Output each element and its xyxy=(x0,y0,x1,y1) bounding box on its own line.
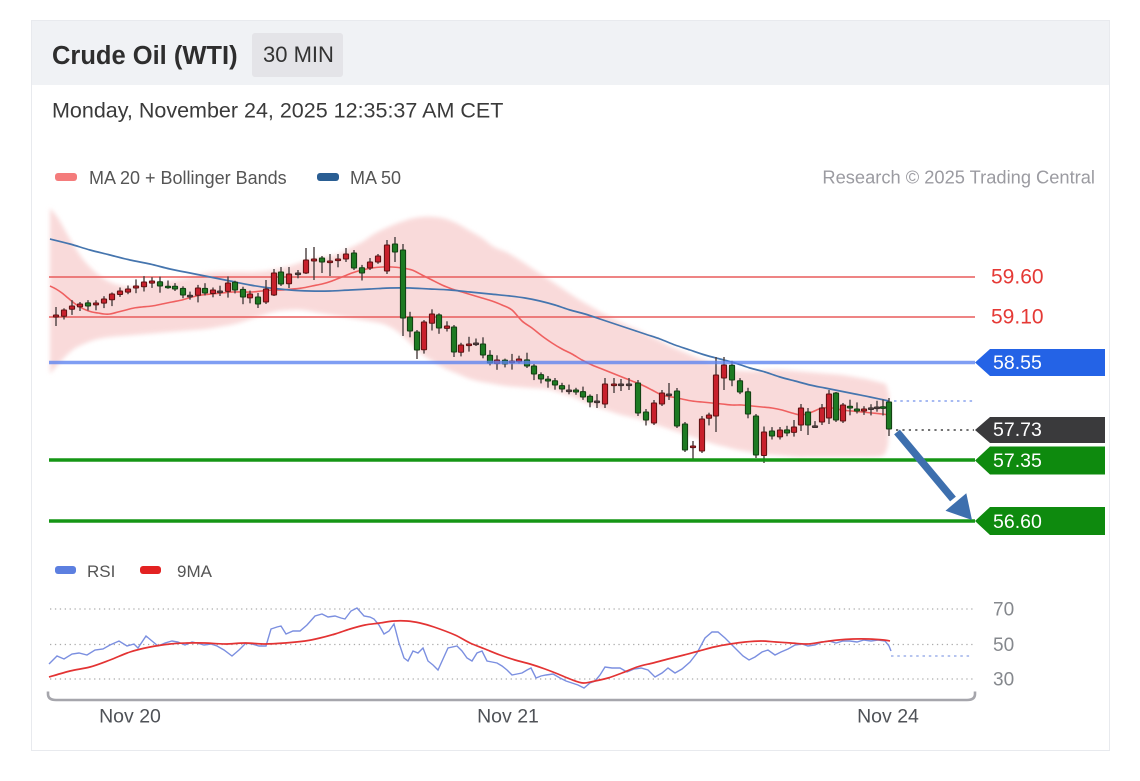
svg-text:56.60: 56.60 xyxy=(993,511,1042,533)
svg-text:30: 30 xyxy=(993,670,1014,691)
svg-text:Nov 20: Nov 20 xyxy=(99,706,161,728)
svg-text:Nov 21: Nov 21 xyxy=(477,706,539,728)
svg-text:59.10: 59.10 xyxy=(991,306,1044,329)
svg-text:59.60: 59.60 xyxy=(991,266,1044,289)
svg-text:Monday, November 24, 2025 12:3: Monday, November 24, 2025 12:35:37 AM CE… xyxy=(52,99,503,123)
svg-text:57.35: 57.35 xyxy=(993,450,1042,472)
svg-text:58.55: 58.55 xyxy=(993,352,1042,374)
svg-text:Crude Oil (WTI): Crude Oil (WTI) xyxy=(52,42,238,70)
svg-text:RSI: RSI xyxy=(87,562,115,581)
svg-text:70: 70 xyxy=(993,600,1014,621)
svg-text:50: 50 xyxy=(993,635,1014,656)
svg-text:MA 50: MA 50 xyxy=(350,168,401,188)
svg-text:57.73: 57.73 xyxy=(993,419,1042,441)
svg-text:Nov 24: Nov 24 xyxy=(857,706,919,728)
svg-text:Research © 2025 Trading Centra: Research © 2025 Trading Central xyxy=(822,167,1095,188)
svg-text:9MA: 9MA xyxy=(177,562,213,581)
svg-text:30 MIN: 30 MIN xyxy=(263,42,334,67)
svg-text:MA 20 + Bollinger Bands: MA 20 + Bollinger Bands xyxy=(89,168,287,188)
